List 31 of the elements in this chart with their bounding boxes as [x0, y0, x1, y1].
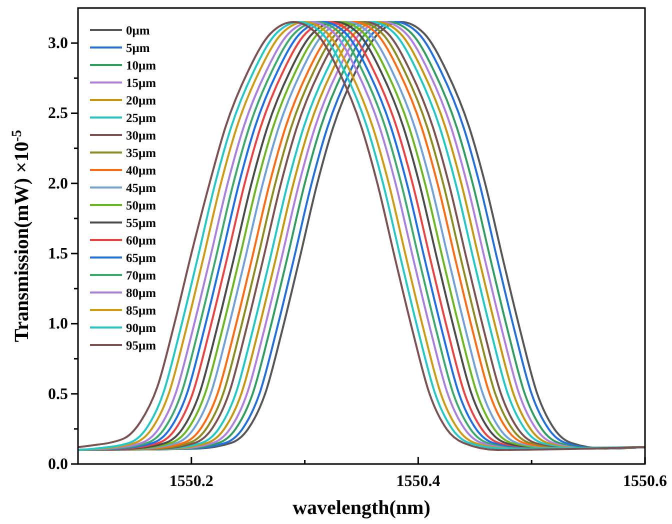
legend-label: 90μm	[126, 321, 157, 335]
legend-label: 50μm	[126, 198, 157, 212]
x-tick-label: 1550.4	[396, 473, 440, 490]
legend-label: 5μm	[126, 41, 150, 55]
legend-label: 15μm	[126, 76, 157, 90]
legend-label: 70μm	[126, 268, 157, 282]
legend-label: 55μm	[126, 216, 157, 230]
legend-label: 65μm	[126, 251, 157, 265]
legend-label: 0μm	[126, 24, 150, 38]
y-tick-label: 3.0	[48, 35, 68, 52]
legend-label: 35μm	[126, 146, 157, 160]
x-tick-label: 1550.2	[169, 473, 214, 490]
legend-label: 10μm	[126, 58, 157, 72]
legend-label: 45μm	[126, 181, 157, 195]
y-tick-label: 1.0	[48, 316, 68, 333]
y-tick-label: 0.0	[48, 456, 68, 473]
y-tick-label: 0.5	[48, 386, 68, 403]
legend-label: 20μm	[126, 94, 157, 108]
legend-label: 80μm	[126, 286, 157, 300]
legend-label: 40μm	[126, 164, 157, 178]
legend-label: 60μm	[126, 234, 157, 248]
legend-label: 25μm	[126, 111, 157, 125]
x-tick-label: 1550.6	[623, 473, 667, 490]
y-tick-label: 2.0	[48, 175, 68, 192]
legend-label: 30μm	[126, 128, 157, 142]
y-tick-label: 2.5	[48, 105, 68, 122]
line-series	[78, 21, 645, 451]
y-tick-label: 1.5	[48, 246, 68, 263]
legend-label: 95μm	[126, 338, 157, 352]
legend-label: 85μm	[126, 304, 157, 318]
x-axis-title: wavelength(nm)	[292, 497, 430, 519]
